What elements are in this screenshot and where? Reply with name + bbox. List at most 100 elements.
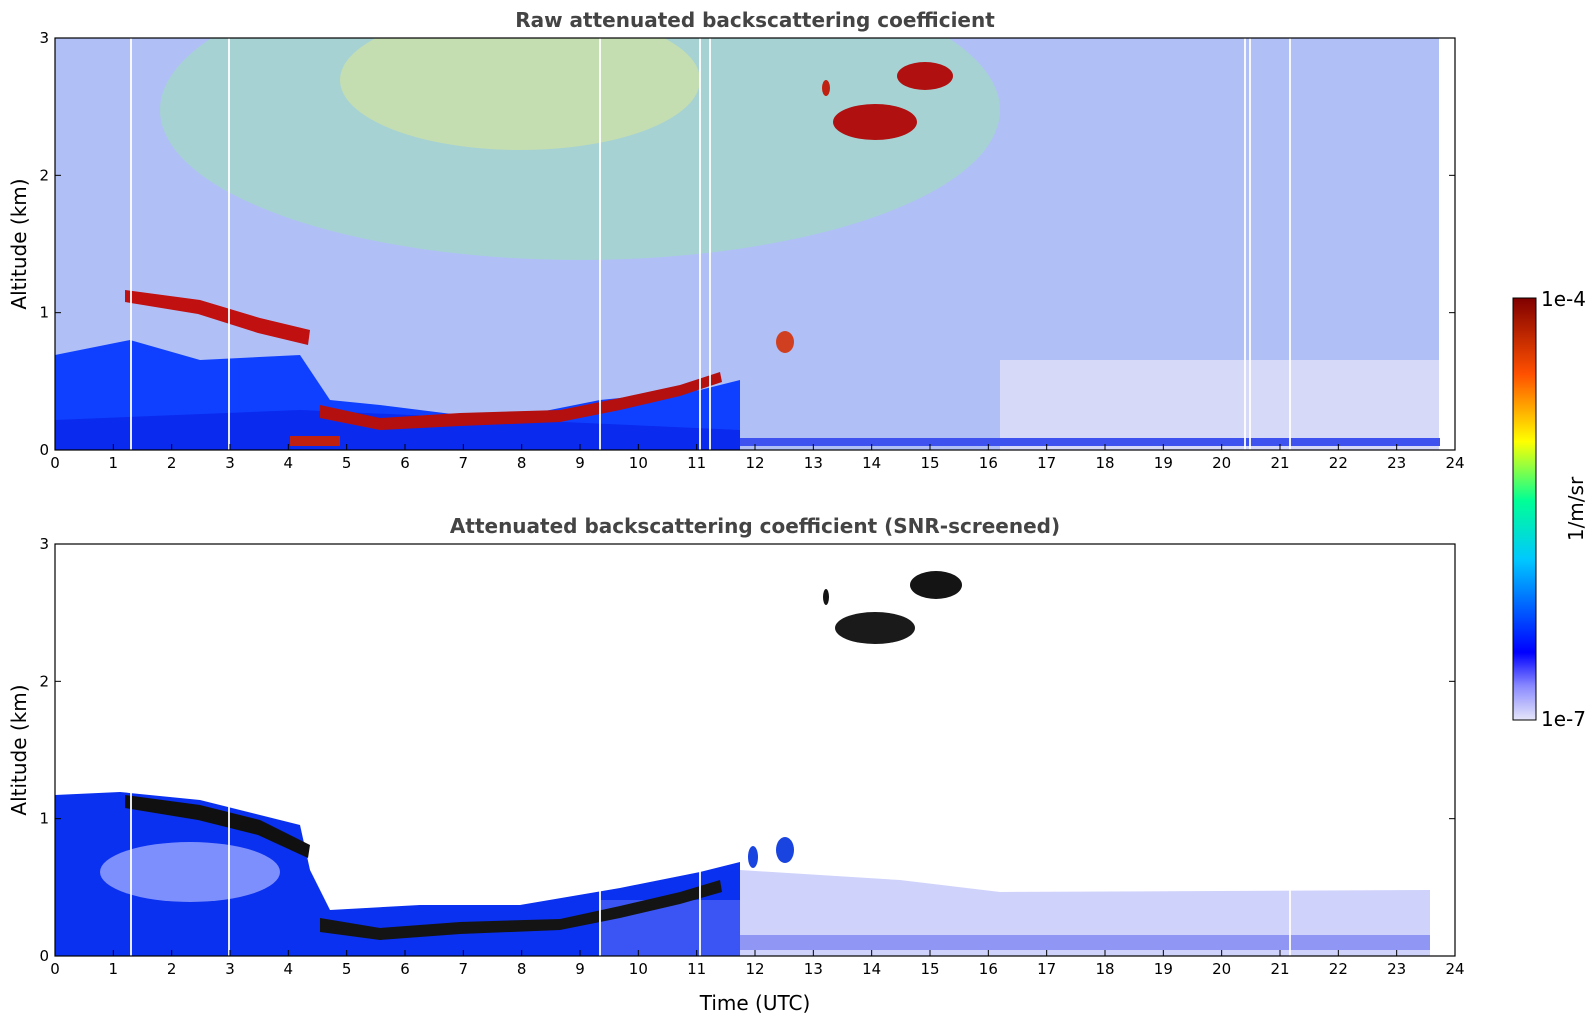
bottom-x-tick-label: 1 — [109, 960, 119, 978]
bottom-x-tick-label: 11 — [687, 960, 706, 978]
top-panel-title: Raw attenuated backscattering coefficien… — [515, 8, 995, 32]
top-x-tick-label: 1 — [109, 454, 119, 472]
bottom-x-tick-label: 13 — [804, 960, 823, 978]
top-y-tick-label: 3 — [39, 29, 49, 47]
top-x-tick-label: 22 — [1329, 454, 1348, 472]
bottom-x-tick-label: 10 — [629, 960, 648, 978]
top-missing-profiles — [130, 38, 1291, 450]
bottom-x-tick-label: 21 — [1270, 960, 1289, 978]
top-x-tick-label: 20 — [1212, 454, 1231, 472]
top-surface-layer — [55, 410, 740, 450]
top-panel: Raw attenuated backscattering coefficien… — [7, 8, 1465, 472]
bottom-y-tick-label: 2 — [39, 672, 49, 690]
bottom-x-tick-label: 5 — [342, 960, 352, 978]
bottom-surface-band — [740, 935, 1430, 950]
top-x-tick-label: 11 — [687, 454, 706, 472]
top-surface-strip — [740, 438, 1440, 446]
colorbar-min-label: 1e-7 — [1541, 707, 1586, 731]
bottom-panel: Attenuated backscattering coefficient (S… — [7, 514, 1465, 1015]
bottom-cloud-4 — [776, 837, 794, 863]
top-x-tick-label: 8 — [517, 454, 527, 472]
top-cloud-4 — [776, 331, 794, 353]
colorbar-units-label: 1/m/sr — [1564, 476, 1588, 541]
top-x-tick-label: 6 — [400, 454, 410, 472]
top-x-tick-label: 14 — [862, 454, 881, 472]
top-x-tick-label: 12 — [745, 454, 764, 472]
colorbar-gradient — [1512, 297, 1537, 721]
bottom-x-tick-label: 22 — [1329, 960, 1348, 978]
bottom-x-tick-label: 3 — [225, 960, 235, 978]
bottom-x-tick-label: 20 — [1212, 960, 1231, 978]
x-axis-label: Time (UTC) — [699, 991, 811, 1015]
bottom-x-tick-label: 14 — [862, 960, 881, 978]
top-x-tick-label: 7 — [459, 454, 469, 472]
bottom-boundary-layer — [55, 792, 740, 956]
top-x-tick-label: 5 — [342, 454, 352, 472]
bottom-boundary-layer-top — [320, 880, 722, 940]
top-boundary-layer-top — [320, 372, 722, 430]
bottom-x-tick-label: 17 — [1037, 960, 1056, 978]
bottom-y-tick-label: 3 — [39, 535, 49, 553]
top-x-tick-label: 19 — [1154, 454, 1173, 472]
bottom-heatmap — [55, 544, 1455, 956]
bottom-cloud-3 — [823, 589, 829, 605]
bottom-panel-title: Attenuated backscattering coefficient (S… — [450, 514, 1060, 538]
bottom-x-tick-label: 15 — [920, 960, 939, 978]
top-x-ticks: 0 1 2 3 4 5 6 7 8 9 10 11 12 13 14 15 16 17 18 19 20 21 22 23 24 — [50, 444, 1465, 472]
bottom-x-tick-label: 2 — [167, 960, 177, 978]
bottom-aerosol-pocket — [100, 842, 280, 902]
top-low-cloud — [290, 436, 340, 446]
bottom-x-tick-label: 18 — [1095, 960, 1114, 978]
top-y-ticks: 0 1 2 3 — [39, 29, 1455, 459]
bottom-x-tick-label: 7 — [459, 960, 469, 978]
top-y-tick-label: 2 — [39, 166, 49, 184]
bottom-cloud-1 — [910, 571, 962, 599]
top-x-tick-label: 2 — [167, 454, 177, 472]
bottom-x-tick-label: 23 — [1387, 960, 1406, 978]
top-cloud-2 — [833, 104, 917, 140]
top-x-tick-label: 9 — [575, 454, 585, 472]
bottom-x-tick-label: 12 — [745, 960, 764, 978]
top-noise-daytime-bright — [160, 38, 1000, 260]
top-x-tick-label: 15 — [920, 454, 939, 472]
bottom-x-tick-label: 16 — [979, 960, 998, 978]
top-x-tick-label: 0 — [50, 454, 60, 472]
top-cloud-1 — [897, 62, 953, 90]
bottom-cloud-2 — [835, 612, 915, 644]
top-x-tick-label: 17 — [1037, 454, 1056, 472]
bottom-x-ticks: 0 1 2 3 4 5 6 7 8 9 10 11 12 13 14 15 16 17 18 19 20 21 22 23 24 — [50, 950, 1465, 978]
bottom-x-tick-label: 8 — [517, 960, 527, 978]
top-x-tick-label: 10 — [629, 454, 648, 472]
bottom-night-layer — [740, 870, 1430, 956]
bottom-x-tick-label: 24 — [1445, 960, 1464, 978]
top-x-tick-label: 4 — [284, 454, 294, 472]
bottom-x-tick-label: 6 — [400, 960, 410, 978]
top-x-tick-label: 18 — [1095, 454, 1114, 472]
bottom-missing-profiles — [130, 780, 1291, 956]
bottom-x-tick-label: 19 — [1154, 960, 1173, 978]
top-night-low-signal — [1000, 360, 1439, 450]
bottom-cloud-5 — [748, 846, 758, 868]
top-x-tick-label: 21 — [1270, 454, 1289, 472]
top-x-tick-label: 3 — [225, 454, 235, 472]
top-y-axis-label: Altitude (km) — [7, 178, 31, 309]
bottom-x-tick-label: 4 — [284, 960, 294, 978]
top-x-tick-label: 16 — [979, 454, 998, 472]
bottom-x-tick-label: 0 — [50, 960, 60, 978]
bottom-y-ticks: 0 1 2 3 — [39, 535, 1455, 965]
colorbar: 1e-4 1e-7 1/m/sr — [1512, 287, 1588, 731]
top-heatmap — [55, 38, 1455, 450]
bottom-y-axis-label: Altitude (km) — [7, 684, 31, 815]
top-y-tick-label: 0 — [39, 441, 49, 459]
bottom-y-tick-label: 0 — [39, 947, 49, 965]
top-x-tick-label: 13 — [804, 454, 823, 472]
colorbar-max-label: 1e-4 — [1541, 287, 1586, 311]
top-noise-yellow — [340, 38, 700, 150]
top-y-tick-label: 1 — [39, 304, 49, 322]
bottom-x-tick-label: 9 — [575, 960, 585, 978]
bottom-residual-layer — [125, 795, 310, 858]
top-x-tick-label: 23 — [1387, 454, 1406, 472]
top-cloud-3 — [822, 80, 830, 96]
bottom-y-tick-label: 1 — [39, 810, 49, 828]
